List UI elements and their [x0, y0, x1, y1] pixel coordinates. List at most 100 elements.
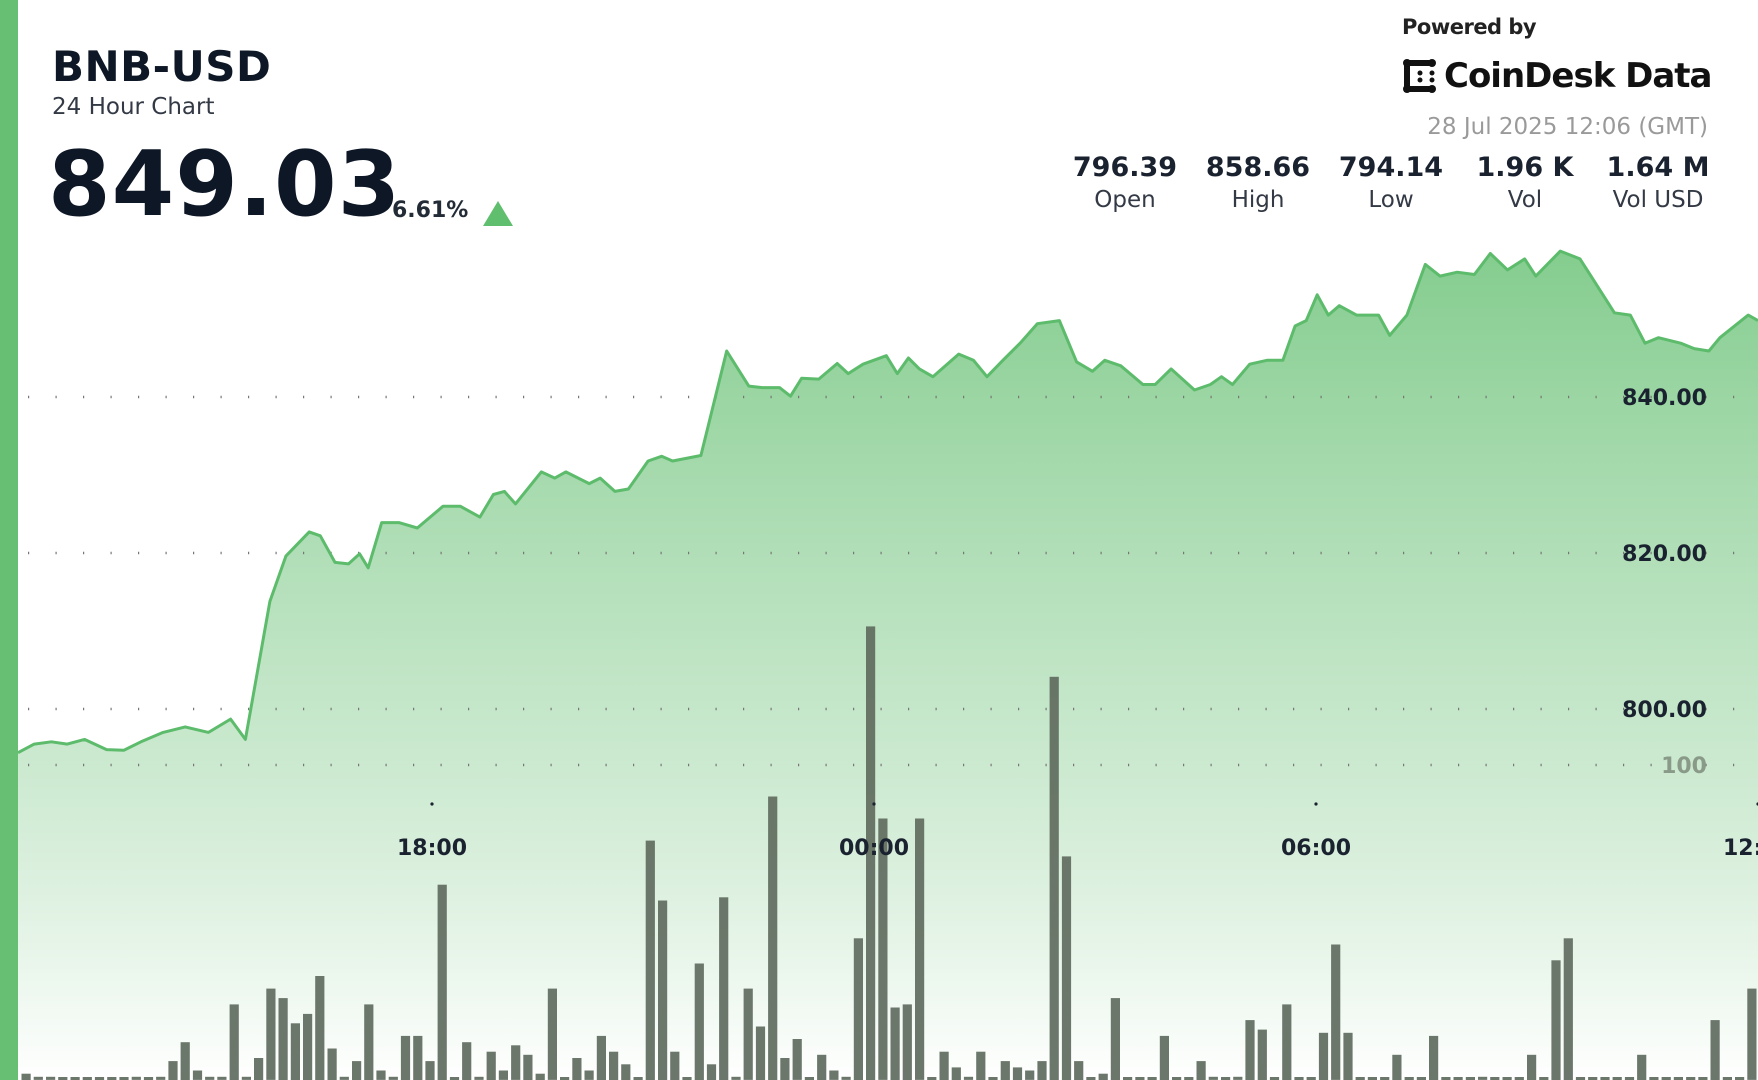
volume-bar	[1722, 1077, 1732, 1080]
volume-bar	[1221, 1077, 1231, 1080]
volume-bar	[21, 1073, 31, 1080]
volume-bar	[58, 1077, 68, 1080]
volume-bar	[1037, 1061, 1047, 1080]
volume-bar	[1049, 676, 1059, 1080]
volume-bar	[804, 1077, 814, 1080]
volume-bar	[400, 1035, 411, 1080]
volume-bar	[743, 988, 753, 1080]
volume-bar	[217, 1076, 227, 1080]
volume-bar	[719, 897, 729, 1080]
volume-bar	[376, 1070, 386, 1080]
volume-bar	[609, 1051, 619, 1080]
volume-bar	[1355, 1077, 1365, 1080]
volume-bar	[670, 1051, 680, 1080]
volume-bar	[658, 900, 668, 1080]
volume-bar	[1159, 1035, 1169, 1080]
accent-bar	[0, 0, 18, 1080]
volume-bar	[1392, 1054, 1402, 1080]
volume-bar	[1441, 1077, 1451, 1080]
volume-bar	[645, 840, 655, 1080]
y-tick-label: 840.00	[1622, 386, 1707, 411]
current-price: 849.03	[48, 132, 402, 237]
volume-bar	[1000, 1061, 1010, 1080]
volume-bar	[1110, 998, 1120, 1080]
volume-bar	[327, 1048, 337, 1080]
symbol-title: BNB-USD	[52, 42, 272, 91]
volume-bar	[976, 1051, 986, 1080]
volume-bar	[1294, 1077, 1304, 1080]
volume-bar	[1135, 1077, 1145, 1080]
stat-open: 796.39 Open	[1072, 152, 1178, 213]
price-line	[17, 249, 1758, 755]
up-arrow-icon	[483, 201, 513, 226]
volume-bar	[621, 1064, 631, 1080]
volume-bar	[1147, 1077, 1157, 1080]
volume-bar	[1490, 1077, 1500, 1080]
volume-bar	[1453, 1077, 1463, 1080]
volume-bar	[768, 796, 778, 1080]
volume-bar	[866, 626, 876, 1080]
volume-bar	[1172, 1077, 1182, 1080]
volume-bar	[290, 1023, 300, 1080]
volume-bar	[1649, 1077, 1659, 1080]
volume-bar	[988, 1077, 998, 1080]
volume-bar	[1465, 1077, 1475, 1080]
volume-bar	[1698, 1077, 1708, 1080]
chart-subtitle: 24 Hour Chart	[52, 94, 215, 120]
volume-bar	[1343, 1032, 1353, 1080]
price-area-fill	[18, 251, 1758, 1080]
y-tick-label: 100	[1661, 754, 1707, 779]
volume-bar	[388, 1076, 398, 1080]
volume-bar	[596, 1035, 606, 1080]
volume-bar	[1074, 1061, 1084, 1080]
volume-bar	[878, 818, 888, 1080]
powered-by-label: Powered by	[1402, 15, 1537, 39]
y-tick-label: 800.00	[1622, 698, 1707, 723]
volume-bar	[1637, 1054, 1647, 1080]
volume-bar	[1673, 1077, 1683, 1080]
stat-vol: 1.96 K Vol	[1476, 152, 1574, 213]
volume-bar	[462, 1042, 472, 1080]
change-percent: 6.61%	[392, 198, 469, 223]
volume-bar	[682, 1077, 692, 1080]
volume-bar	[205, 1076, 215, 1080]
volume-bar	[1123, 1077, 1133, 1080]
volume-bar	[1098, 1073, 1108, 1080]
brand-name: CoinDesk Data	[1444, 56, 1712, 96]
volume-bar	[1184, 1077, 1194, 1080]
volume-bar	[731, 1076, 741, 1080]
volume-bar	[1661, 1077, 1671, 1080]
volume-bar	[192, 1070, 203, 1080]
volume-bar	[1429, 1035, 1439, 1080]
volume-bar	[303, 1013, 313, 1080]
volume-bar	[1245, 1020, 1255, 1080]
volume-bar	[1612, 1077, 1622, 1080]
volume-bar	[1416, 1077, 1426, 1080]
volume-bar	[1380, 1077, 1390, 1080]
coindesk-data-logo: CoinDesk Data	[1402, 56, 1712, 96]
volume-bar	[1575, 1077, 1586, 1080]
volume-bar	[33, 1076, 43, 1080]
volume-bar	[229, 1004, 239, 1080]
volume-bar	[168, 1061, 178, 1080]
x-tick-mark	[1314, 802, 1318, 806]
y-tick-label: 820.00	[1622, 542, 1707, 567]
volume-bar	[425, 1061, 435, 1080]
volume-bar	[486, 1051, 496, 1080]
x-tick-label: 06:00	[1281, 836, 1351, 861]
volume-bar	[1367, 1077, 1377, 1080]
volume-bar	[94, 1077, 105, 1080]
volume-bar	[511, 1045, 521, 1080]
volume-bar	[829, 1070, 839, 1080]
volume-bar	[1404, 1077, 1414, 1080]
volume-bar	[584, 1070, 594, 1080]
x-tick-mark	[872, 802, 876, 806]
x-tick-mark	[430, 802, 434, 806]
volume-bar	[107, 1077, 117, 1080]
volume-bar	[890, 1007, 900, 1080]
volume-bar	[180, 1042, 190, 1080]
volume-bar	[706, 1064, 717, 1080]
volume-bar	[143, 1077, 154, 1080]
volume-bar	[902, 1004, 912, 1080]
volume-bar	[1306, 1077, 1316, 1080]
